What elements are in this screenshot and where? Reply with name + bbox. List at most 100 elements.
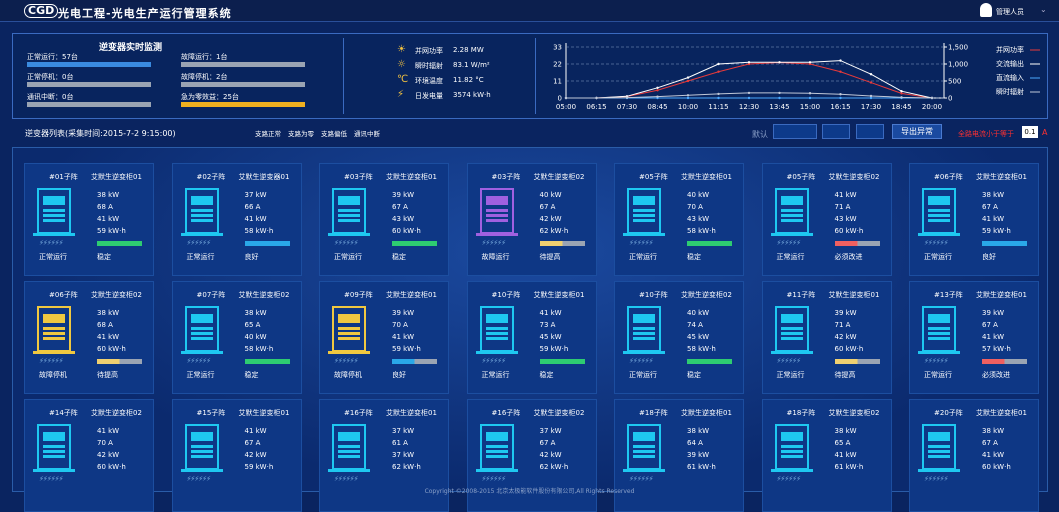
card-value: 73 A — [539, 321, 556, 329]
icon-slot — [928, 455, 950, 458]
branch-icons: ⚡⚡⚡⚡⚡⚡ — [481, 357, 506, 365]
icon-screen — [485, 314, 508, 323]
card-value: 68 A — [97, 203, 113, 211]
icon-base — [475, 469, 518, 472]
dropdown[interactable] — [856, 124, 884, 139]
icon-slot — [190, 450, 213, 453]
user-caret[interactable]: ⌄ — [1040, 5, 1047, 14]
status-bar — [181, 62, 305, 67]
quality-bar — [982, 241, 1027, 246]
status-bar — [27, 62, 151, 67]
branch-icons: ⚡⚡⚡⚡⚡⚡ — [186, 357, 211, 365]
card-id: #05子阵 — [639, 173, 668, 181]
export-button[interactable]: 导出异常 — [892, 124, 942, 139]
inverter-card[interactable]: #09子阵 艾默生逆变柜01 39 kW 70 A 41 kW 59 kW·h ⚡⚡⚡⚡⚡⚡… — [319, 281, 449, 394]
point — [808, 96, 812, 100]
card-name: 艾默生逆变柜01 — [533, 291, 585, 299]
icon-base — [328, 233, 370, 236]
inverter-card[interactable]: #01子阵 艾默生逆变柜01 38 kW 68 A 41 kW 59 kW·h ⚡⚡⚡⚡⚡⚡… — [24, 163, 154, 276]
point — [717, 70, 720, 73]
icon-slot — [338, 455, 360, 458]
point — [747, 96, 751, 100]
card-value: 41 kW — [982, 215, 1005, 223]
inverter-card[interactable]: #10子阵 艾默生逆变柜02 40 kW 74 A 45 kW 58 kW·h ⚡⚡⚡⚡⚡⚡… — [614, 281, 744, 394]
weather-icon: ℃ — [397, 74, 409, 85]
icon-slot — [338, 219, 360, 222]
point — [839, 93, 842, 96]
card-value: 67 A — [982, 203, 998, 211]
inverter-card[interactable]: #20子阵 艾默生逆变柜01 38 kW 67 A 41 kW 60 kW·h ⚡⚡⚡⚡⚡⚡ — [909, 399, 1039, 512]
icon-slot — [338, 209, 360, 212]
point — [808, 92, 812, 95]
card-id: #06子阵 — [49, 291, 78, 299]
card-name: 艾默生逆变柜01 — [91, 173, 142, 181]
card-value: 41 kW — [392, 333, 415, 341]
status-bar — [27, 102, 151, 107]
card-value: 41 kW — [97, 427, 120, 435]
icon-base — [770, 233, 813, 236]
card-value: 57 kW·h — [982, 345, 1011, 353]
icon-slot — [780, 209, 803, 212]
dropdown[interactable] — [773, 124, 817, 139]
icon-slot — [338, 445, 360, 448]
inverter-card[interactable]: #07子阵 艾默生逆变柜02 38 kW 65 A 40 kW 58 kW·h ⚡⚡⚡⚡⚡⚡… — [171, 281, 302, 394]
card-value: 38 kW — [834, 427, 857, 435]
card-id: #09子阵 — [344, 291, 373, 299]
inverter-card[interactable]: #06子阵 艾默生逆变柜02 38 kW 68 A 41 kW 60 kW·h ⚡⚡⚡⚡⚡⚡… — [24, 281, 154, 394]
point — [839, 96, 842, 100]
point — [900, 92, 903, 95]
user[interactable]: 管理人员 — [996, 8, 1024, 16]
inverter-card[interactable]: #03子阵 艾默生逆变柜01 39 kW 67 A 43 kW 60 kW·h ⚡⚡⚡⚡⚡⚡… — [319, 163, 449, 276]
card-value: 37 kW — [244, 191, 267, 199]
card-id: #18子阵 — [639, 409, 668, 417]
icon-base — [328, 469, 370, 472]
icon-slot — [190, 455, 213, 458]
inverter-card[interactable]: #03子阵 艾默生逆变柜02 40 kW 67 A 42 kW 62 kW·h ⚡⚡⚡⚡⚡⚡… — [466, 163, 597, 276]
card-id: #16子阵 — [344, 409, 373, 417]
inverter-card[interactable]: #16子阵 艾默生逆变柜01 37 kW 61 A 37 kW 62 kW·h ⚡⚡⚡⚡⚡⚡ — [319, 399, 449, 512]
threshold-input[interactable]: 0.1 — [1022, 126, 1038, 138]
inverter-card[interactable]: #11子阵 艾默生逆变柜01 39 kW 71 A 42 kW 60 kW·h ⚡⚡⚡⚡⚡⚡… — [761, 281, 892, 394]
card-value: 38 kW — [97, 191, 120, 199]
card-value: 38 kW — [982, 191, 1005, 199]
inverter-card[interactable]: #02子阵 艾默生逆变器01 37 kW 66 A 41 kW 58 kW·h ⚡⚡⚡⚡⚡⚡… — [171, 163, 302, 276]
inverter-card[interactable]: #18子阵 艾默生逆变柜02 38 kW 65 A 41 kW 61 kW·h ⚡⚡⚡⚡⚡⚡ — [761, 399, 892, 512]
card-value: 39 kW — [392, 191, 415, 199]
icon-slot — [780, 455, 803, 458]
card-value: 60 kW·h — [97, 345, 126, 353]
x-tick-label: 11:15 — [708, 103, 728, 111]
inverter-card[interactable]: #05子阵 艾默生逆变柜02 41 kW 71 A 43 kW 60 kW·h ⚡⚡⚡⚡⚡⚡… — [761, 163, 892, 276]
sort-label: 默认 — [752, 130, 768, 139]
branch-icons: ⚡⚡⚡⚡⚡⚡ — [39, 357, 63, 365]
card-status: 正常运行 — [186, 253, 215, 261]
icon-screen — [43, 432, 65, 441]
card-quality: 稳定 — [97, 253, 111, 261]
icon-slot — [633, 219, 655, 222]
weather-value: 3574 kW·h — [453, 91, 491, 99]
point — [778, 96, 781, 100]
x-tick-label: 17:30 — [861, 103, 881, 111]
inverter-card[interactable]: #18子阵 艾默生逆变柜01 38 kW 64 A 39 kW 61 kW·h ⚡⚡⚡⚡⚡⚡ — [614, 399, 744, 512]
status-label: 急为零效益：25台 — [181, 93, 239, 101]
point — [625, 96, 629, 99]
weather-value: 2.28 MW — [453, 46, 484, 54]
inverter-card[interactable]: #10子阵 艾默生逆变柜01 41 kW 73 A 45 kW 59 kW·h ⚡⚡⚡⚡⚡⚡… — [466, 281, 597, 394]
inverter-card[interactable]: #06子阵 艾默生逆变柜01 38 kW 67 A 41 kW 59 kW·h ⚡⚡⚡⚡⚡⚡… — [909, 163, 1039, 276]
icon-slot — [338, 450, 360, 453]
y2-tick-label: 500 — [948, 78, 961, 86]
inverter-card[interactable]: #14子阵 艾默生逆变柜02 41 kW 70 A 42 kW 60 kW·h ⚡⚡⚡⚡⚡⚡ — [24, 399, 154, 512]
inverter-card[interactable]: #15子阵 艾默生逆变柜01 41 kW 67 A 42 kW 59 kW·h ⚡⚡⚡⚡⚡⚡ — [171, 399, 302, 512]
dropdown[interactable] — [822, 124, 850, 139]
x-tick-label: 06:15 — [586, 103, 606, 111]
inverter-card[interactable]: #13子阵 艾默生逆变柜01 39 kW 67 A 41 kW 57 kW·h ⚡⚡⚡⚡⚡⚡… — [909, 281, 1039, 394]
card-quality: 稳定 — [687, 253, 701, 261]
icon-slot — [780, 337, 803, 340]
inverter-card[interactable]: #16子阵 艾默生逆变柜02 37 kW 67 A 42 kW 62 kW·h ⚡⚡⚡⚡⚡⚡ — [466, 399, 597, 512]
inverter-card[interactable]: #05子阵 艾默生逆变柜01 40 kW 70 A 43 kW 58 kW·h ⚡⚡⚡⚡⚡⚡… — [614, 163, 744, 276]
branch-icons: ⚡⚡⚡⚡⚡⚡ — [334, 357, 358, 365]
status-label: 正常运行：57台 — [27, 53, 78, 61]
branch-icons: ⚡⚡⚡⚡⚡⚡ — [924, 475, 948, 483]
point — [686, 96, 690, 100]
branch-icons: ⚡⚡⚡⚡⚡⚡ — [776, 357, 801, 365]
icon-screen — [780, 432, 803, 441]
